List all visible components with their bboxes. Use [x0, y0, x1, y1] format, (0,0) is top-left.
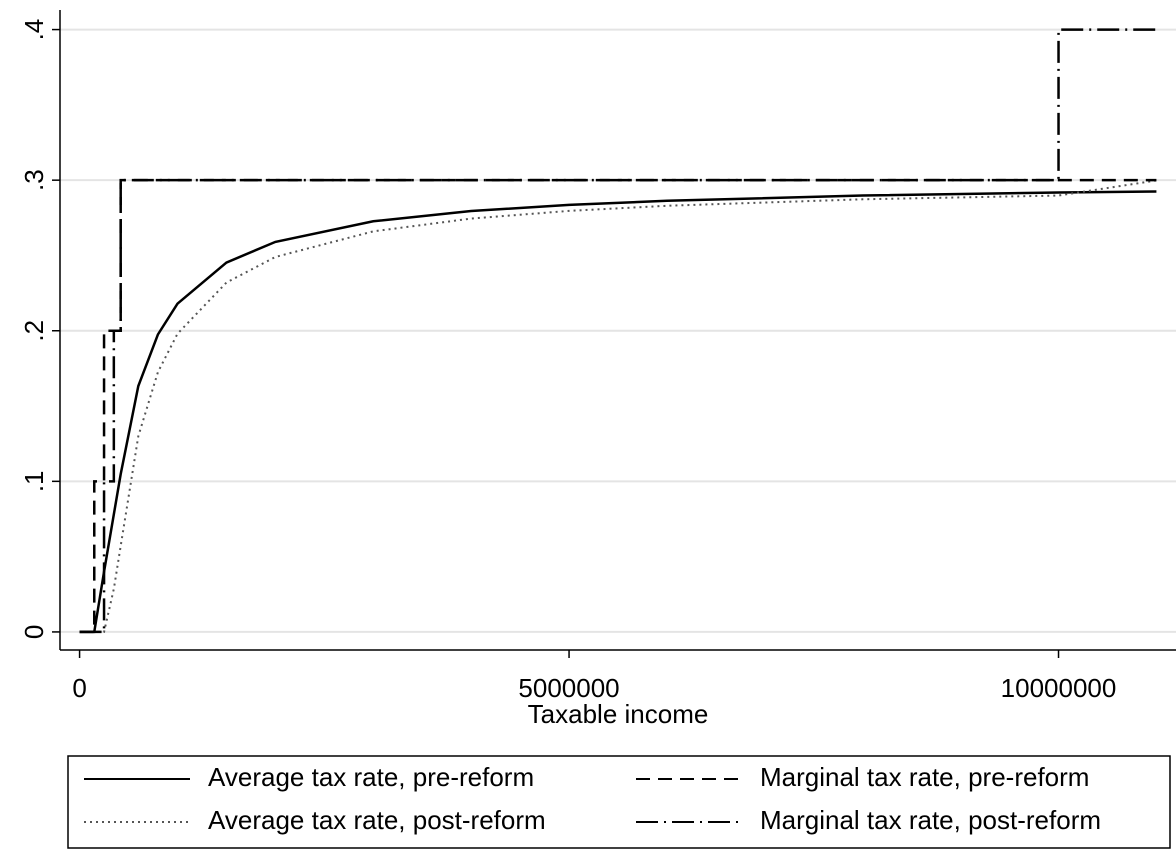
y-tick-label: .2 — [19, 320, 49, 342]
series-line — [79, 178, 1157, 634]
x-tick-label: 10000000 — [1001, 673, 1117, 703]
series-line — [79, 179, 1157, 633]
y-tick-label: .3 — [19, 169, 49, 191]
legend-label: Marginal tax rate, pre-reform — [760, 762, 1089, 792]
x-tick-label: 5000000 — [518, 673, 619, 703]
legend-label: Marginal tax rate, post-reform — [760, 805, 1101, 835]
series-line — [79, 190, 1157, 634]
y-tick-label: 0 — [19, 625, 49, 639]
series-line — [79, 28, 1157, 634]
x-axis-title: Taxable income — [528, 699, 709, 729]
legend-label: Average tax rate, pre-reform — [208, 762, 534, 792]
legend-label: Average tax rate, post-reform — [208, 805, 546, 835]
y-tick-label: .4 — [19, 19, 49, 41]
y-tick-label: .1 — [19, 470, 49, 492]
legend-box — [67, 755, 1171, 849]
x-tick-label: 0 — [72, 673, 86, 703]
